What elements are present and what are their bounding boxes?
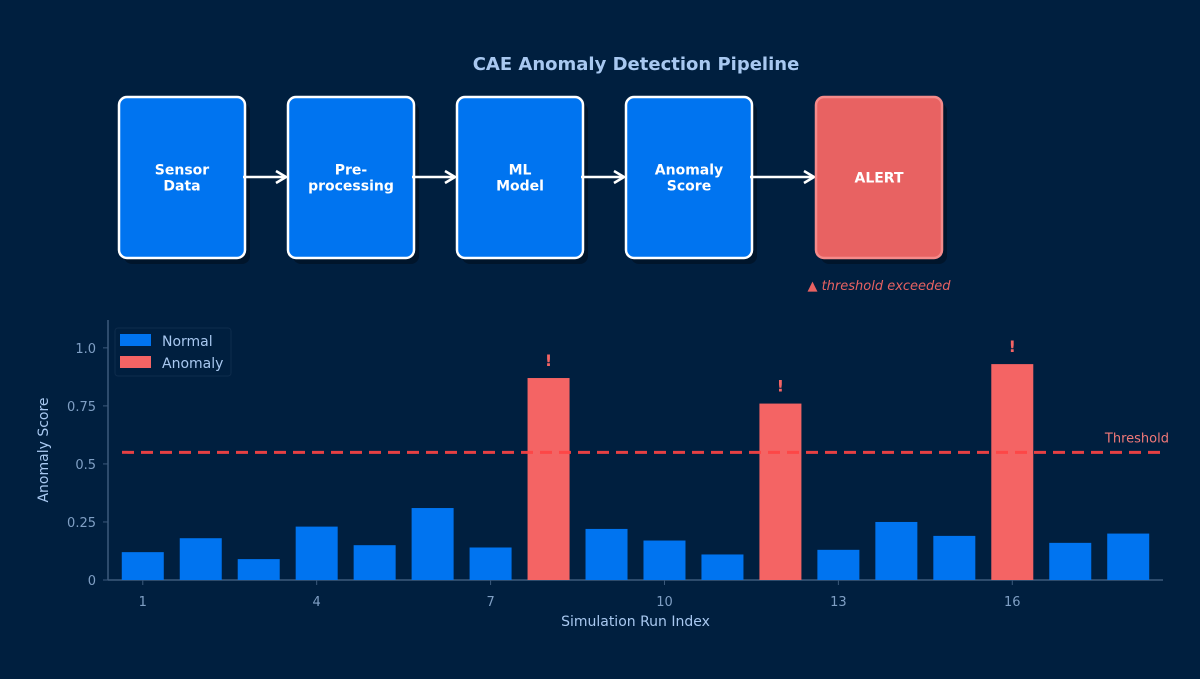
normal-bar [411,508,454,580]
step-label: ALERT [854,171,903,187]
normal-bar [643,540,686,580]
x-tick-label: 4 [313,595,321,610]
pipeline-step: Pre-processing [286,95,419,264]
normal-bar [701,554,744,580]
arrow-head-icon [613,169,626,185]
step-label: Pre- [335,163,368,179]
alert-box: ALERT [814,95,947,264]
normal-bar [353,545,396,580]
normal-bar [1107,533,1150,580]
y-tick-label: 0.25 [67,516,96,531]
normal-bar [933,535,976,580]
normal-bar [875,521,918,580]
normal-bar [295,526,338,580]
step-label: ML [509,163,532,179]
anomaly-marker: ! [1009,337,1016,356]
anomaly-score-chart: 0 0.25 0.5 0.75 1.0 1 4 7 10 13 16 Simulation Run I… [36,320,1169,630]
legend-swatch [120,334,151,346]
normal-bar [121,552,164,580]
normal-bar [585,528,628,580]
step-label: Model [496,179,544,195]
alert-note: ▲ threshold exceeded [807,279,951,294]
step-label: Data [163,179,200,195]
legend: Normal Anomaly [114,327,232,377]
step-label: Score [667,179,711,195]
arrow-head-icon [275,169,288,185]
x-tick-label: 13 [830,595,847,610]
step-label: Anomaly [655,163,723,179]
anomaly-bar [759,403,802,580]
x-tick-label: 16 [1004,595,1021,610]
y-axis-label: Anomaly Score [36,397,52,502]
normal-bar [237,559,280,580]
anomaly-bar [991,364,1034,580]
y-tick-label: 1.0 [75,342,96,357]
step-box [814,95,944,260]
y-tick-label: 0.5 [75,458,96,473]
anomaly-marker: ! [777,377,784,396]
x-tick-label: 1 [139,595,147,610]
anomaly-marker: ! [545,351,552,370]
arrow-head-icon [803,169,816,185]
threshold-label: Threshold [1104,431,1169,446]
normal-bar [1049,542,1092,580]
arrow-head-icon [444,169,457,185]
x-tick-label: 7 [486,595,494,610]
legend-label: Anomaly [162,356,223,372]
legend-label: Normal [162,334,213,350]
legend-swatch [120,356,151,368]
step-label: processing [308,179,394,195]
y-tick-label: 0 [88,574,96,589]
figure-title: CAE Anomaly Detection Pipeline [473,54,800,75]
step-label: Sensor [155,163,209,179]
y-tick-label: 0.75 [67,400,96,415]
anomaly-bar [527,378,570,580]
x-axis-label: Simulation Run Index [561,614,710,630]
normal-bar [469,547,512,580]
normal-bar [817,549,860,580]
x-tick-label: 10 [656,595,673,610]
normal-bar [179,538,222,580]
